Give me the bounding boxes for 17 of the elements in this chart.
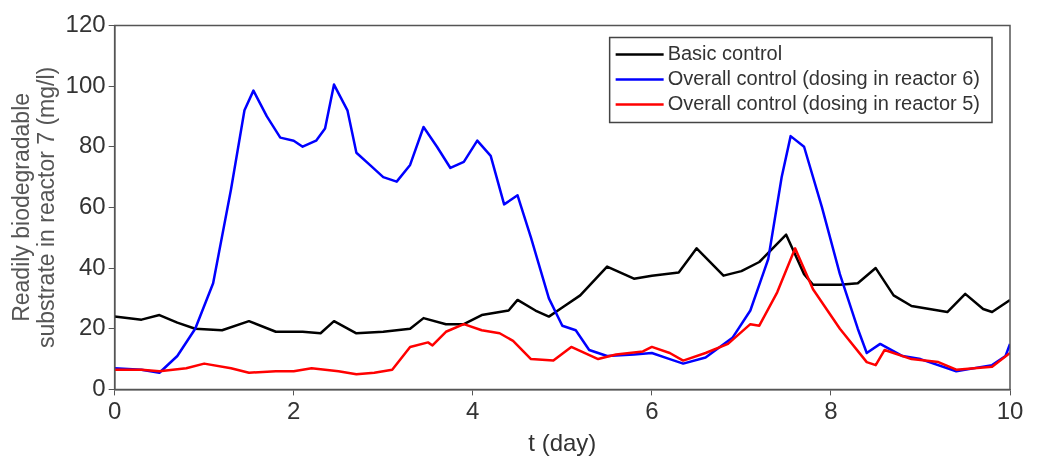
x-axis-title: t (day): [528, 429, 597, 457]
y-tick-label: 100: [65, 70, 106, 98]
y-axis-title: Readily biodegradable substrate in reactor 7 (mg/l): [7, 66, 60, 349]
x-tick-label: 10: [996, 397, 1024, 425]
x-tick-label: 2: [287, 397, 301, 425]
legend-label: Overall control (dosing in reactor 5): [667, 91, 981, 114]
legend-label: Basic control: [667, 41, 783, 64]
legend-label: Overall control (dosing in reactor 6): [667, 66, 981, 89]
x-tick-label: 8: [824, 397, 838, 425]
y-tick-label: 60: [78, 192, 106, 220]
y-tick-label: 20: [78, 313, 106, 341]
x-tick-label: 4: [466, 397, 480, 425]
y-tick-label: 120: [65, 10, 106, 38]
y-tick-label: 40: [78, 252, 106, 280]
x-tick-label: 6: [645, 397, 659, 425]
y-tick-label: 0: [92, 374, 106, 402]
y-tick-label: 80: [78, 131, 106, 159]
